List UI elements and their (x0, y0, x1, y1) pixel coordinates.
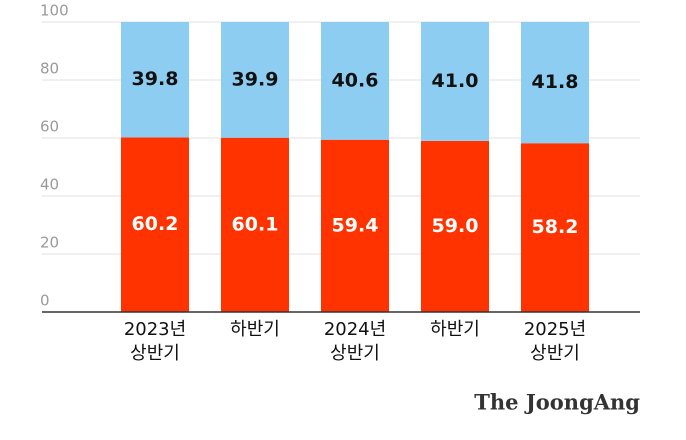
value-label: 59.4 (332, 214, 379, 236)
y-tick-label: 0 (40, 292, 50, 310)
bar-segment (421, 22, 489, 141)
value-label: 60.2 (132, 213, 179, 235)
x-tick-label: 하반기 (230, 319, 280, 340)
bar-segment (521, 22, 589, 144)
bar-segment (321, 139, 389, 312)
x-tick-label: 2025년 (524, 319, 586, 340)
bar-segment (221, 137, 289, 312)
value-label: 59.0 (432, 215, 479, 237)
bar-segment (321, 22, 389, 140)
bar-segment (221, 22, 289, 138)
value-label: 39.8 (132, 68, 179, 90)
y-tick-label: 60 (40, 118, 59, 136)
y-tick-label: 20 (40, 234, 59, 252)
value-label: 58.2 (532, 216, 579, 238)
bar-segment (121, 137, 189, 312)
y-tick-label: 100 (40, 2, 69, 20)
x-tick-label: 하반기 (430, 319, 480, 340)
x-tick-label: 상반기 (130, 343, 180, 364)
x-tick-label: 상반기 (330, 343, 380, 364)
x-tick-label: 2024년 (324, 319, 386, 340)
value-label: 60.1 (232, 213, 279, 235)
bar-segment (521, 143, 589, 312)
credit: The JoongAng (474, 390, 640, 415)
x-tick-label: 2023년 (124, 319, 186, 340)
x-tick-label: 상반기 (530, 343, 580, 364)
bar-segment (121, 22, 189, 138)
y-tick-label: 80 (40, 60, 59, 78)
value-label: 39.9 (232, 68, 279, 90)
y-tick-label: 40 (40, 176, 59, 194)
value-label: 41.0 (432, 70, 479, 92)
value-label: 40.6 (332, 69, 379, 91)
bar-segment (421, 140, 489, 312)
value-label: 41.8 (532, 71, 579, 93)
